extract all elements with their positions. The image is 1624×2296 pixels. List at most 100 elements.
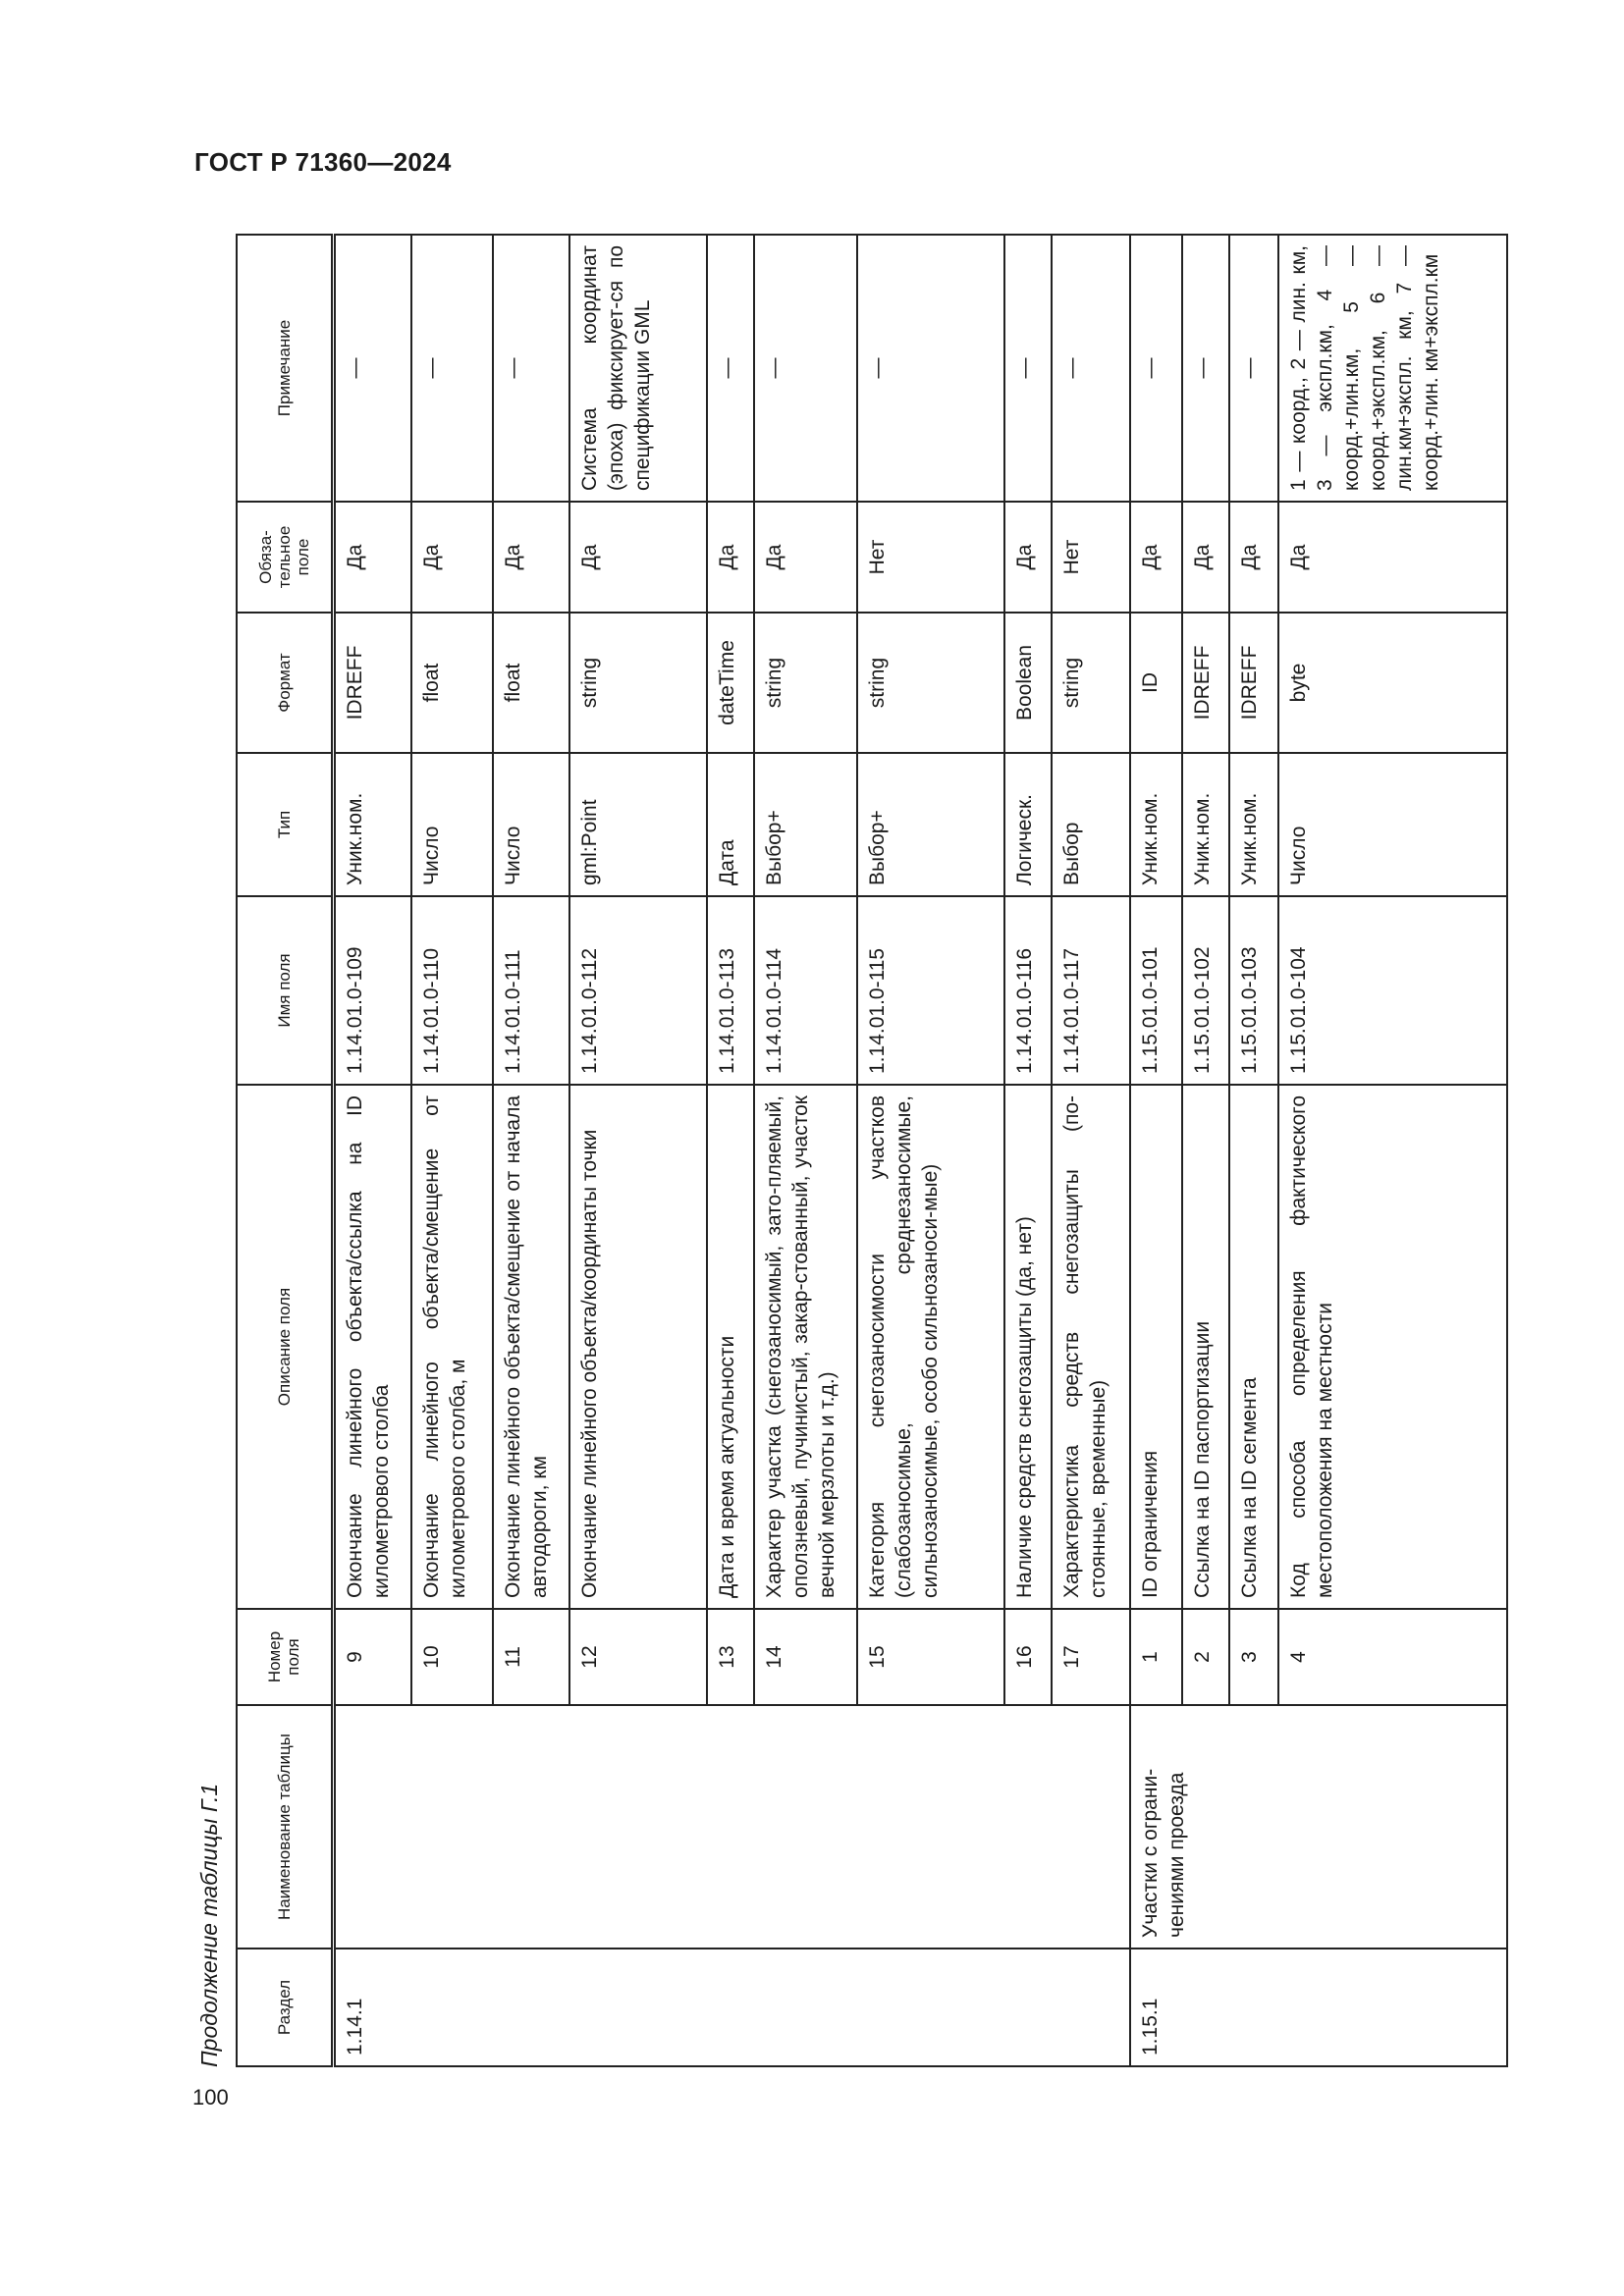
note-cell: —: [1052, 235, 1130, 502]
field-name-cell: 1.15.01.0-102: [1182, 896, 1229, 1085]
format-cell: float: [493, 613, 569, 753]
table-name-cell: [333, 1705, 1130, 1949]
required-cell: Да: [569, 502, 707, 613]
section-cell: 1.15.1: [1130, 1949, 1507, 2066]
required-cell: Да: [1229, 502, 1278, 613]
field-number-cell: 17: [1052, 1609, 1130, 1705]
field-description-cell: Наличие средств снегозащиты (да, нет): [1004, 1085, 1052, 1609]
format-cell: string: [754, 613, 857, 753]
column-header-field-name: Имя поля: [237, 896, 333, 1085]
type-cell: Выбор: [1052, 753, 1130, 896]
required-cell: Да: [333, 502, 411, 613]
field-name-cell: 1.15.01.0-103: [1229, 896, 1278, 1085]
field-description-cell: Ссылка на ID паспортизации: [1182, 1085, 1229, 1609]
note-cell: Система координат (эпоха) фиксирует-ся п…: [569, 235, 707, 502]
type-cell: Логическ.: [1004, 753, 1052, 896]
table-row: 1.14.1 9 Окончание линейного объекта/ссылк…: [333, 235, 1130, 2066]
field-number-cell: 3: [1229, 1609, 1278, 1705]
format-cell: IDREFF: [1229, 613, 1278, 753]
note-cell: —: [411, 235, 493, 502]
field-description-cell: Код способа определения фактического мес…: [1278, 1085, 1507, 1609]
table-header-row: Раздел Наименование таблицы Номер поля Опис…: [237, 235, 333, 2066]
type-cell: Уник.ном.: [1229, 753, 1278, 896]
format-cell: string: [1052, 613, 1130, 753]
field-number-cell: 14: [754, 1609, 857, 1705]
field-description-cell: Категория снегозаносимости участков (сла…: [857, 1085, 1004, 1609]
column-header-field-description: Описание поля: [237, 1085, 333, 1609]
note-cell: —: [493, 235, 569, 502]
required-cell: Да: [493, 502, 569, 613]
type-cell: Выбор+: [857, 753, 1004, 896]
required-cell: Да: [1130, 502, 1182, 613]
rotated-table-wrapper: Раздел Наименование таблицы Номер поля Опис…: [236, 234, 1508, 2067]
field-name-cell: 1.14.01.0-115: [857, 896, 1004, 1085]
type-cell: Число: [411, 753, 493, 896]
required-cell: Да: [707, 502, 754, 613]
field-number-cell: 12: [569, 1609, 707, 1705]
column-header-section: Раздел: [237, 1949, 333, 2066]
note-cell: —: [1130, 235, 1182, 502]
field-number-cell: 10: [411, 1609, 493, 1705]
column-header-format: Формат: [237, 613, 333, 753]
required-cell: Да: [1004, 502, 1052, 613]
note-cell: —: [1004, 235, 1052, 502]
document-header: ГОСТ Р 71360—2024: [194, 147, 452, 177]
field-description-cell: Окончание линейного объекта/смещение от …: [493, 1085, 569, 1609]
field-description-cell: Окончание линейного объекта/смещение от …: [411, 1085, 493, 1609]
field-number-cell: 4: [1278, 1609, 1507, 1705]
data-table: Раздел Наименование таблицы Номер поля Опис…: [236, 234, 1508, 2067]
column-header-table-name: Наименование таблицы: [237, 1705, 333, 1949]
type-cell: Дата: [707, 753, 754, 896]
field-name-cell: 1.14.01.0-116: [1004, 896, 1052, 1085]
column-header-type: Тип: [237, 753, 333, 896]
note-cell: —: [857, 235, 1004, 502]
field-number-cell: 16: [1004, 1609, 1052, 1705]
type-cell: Уник.ном.: [1182, 753, 1229, 896]
field-description-cell: Дата и время актуальности: [707, 1085, 754, 1609]
field-number-cell: 1: [1130, 1609, 1182, 1705]
page-number: 100: [192, 2085, 229, 2109]
format-cell: dateTime: [707, 613, 754, 753]
field-name-cell: 1.14.01.0-113: [707, 896, 754, 1085]
format-cell: IDREFF: [1182, 613, 1229, 753]
field-description-cell: Характеристика средств снегозащиты (по-с…: [1052, 1085, 1130, 1609]
field-name-cell: 1.14.01.0-112: [569, 896, 707, 1085]
format-cell: byte: [1278, 613, 1507, 753]
field-name-cell: 1.15.01.0-101: [1130, 896, 1182, 1085]
field-number-cell: 15: [857, 1609, 1004, 1705]
column-header-note: Примечание: [237, 235, 333, 502]
format-cell: string: [857, 613, 1004, 753]
table-name-cell: Участки с ограни-чениями проезда: [1130, 1705, 1507, 1949]
table-caption: Продолжение таблицы Г.1: [196, 1783, 222, 2067]
field-name-cell: 1.14.01.0-117: [1052, 896, 1130, 1085]
type-cell: Уник.ном.: [1130, 753, 1182, 896]
column-header-field-number: Номер поля: [237, 1609, 333, 1705]
field-number-cell: 13: [707, 1609, 754, 1705]
format-cell: ID: [1130, 613, 1182, 753]
type-cell: Число: [1278, 753, 1507, 896]
field-description-cell: Характер участка (снегозаносимый, зато-п…: [754, 1085, 857, 1609]
note-cell: 1 — коорд., 2 — лин. км, 3 — экспл.км, 4…: [1278, 235, 1507, 502]
note-cell: —: [1182, 235, 1229, 502]
required-cell: Да: [754, 502, 857, 613]
required-cell: Да: [1182, 502, 1229, 613]
field-number-cell: 2: [1182, 1609, 1229, 1705]
field-number-cell: 11: [493, 1609, 569, 1705]
note-cell: —: [707, 235, 754, 502]
section-cell: 1.14.1: [333, 1949, 1130, 2066]
field-name-cell: 1.14.01.0-109: [333, 896, 411, 1085]
table-row: 1.15.1 Участки с ограни-чениями проезда 1 I…: [1130, 235, 1507, 2066]
column-header-required: Обяза-тельное поле: [237, 502, 333, 613]
field-name-cell: 1.14.01.0-110: [411, 896, 493, 1085]
required-cell: Да: [1278, 502, 1507, 613]
field-name-cell: 1.14.01.0-111: [493, 896, 569, 1085]
field-description-cell: Окончание линейного объекта/координаты т…: [569, 1085, 707, 1609]
format-cell: IDREFF: [333, 613, 411, 753]
note-cell: —: [1229, 235, 1278, 502]
required-cell: Нет: [1052, 502, 1130, 613]
field-name-cell: 1.15.01.0-104: [1278, 896, 1507, 1085]
field-description-cell: ID ограничения: [1130, 1085, 1182, 1609]
field-description-cell: Ссылка на ID сегмента: [1229, 1085, 1278, 1609]
format-cell: float: [411, 613, 493, 753]
format-cell: string: [569, 613, 707, 753]
